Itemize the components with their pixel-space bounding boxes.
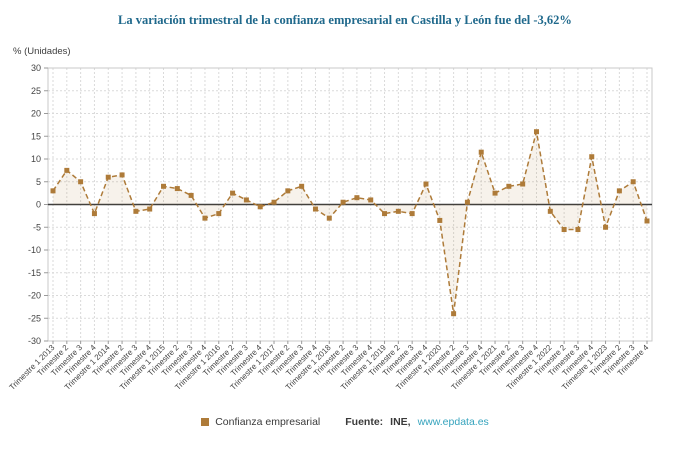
y-axis-labels: -30 -25 -20 -15 -10 -5 0 5 10 15 20 25 30: [28, 63, 48, 346]
source-name: INE,: [390, 416, 411, 428]
svg-text:-5: -5: [33, 222, 41, 232]
svg-text:30: 30: [31, 63, 41, 73]
svg-text:-10: -10: [28, 245, 41, 255]
legend-label: Confianza empresarial: [215, 416, 321, 428]
svg-text:0: 0: [36, 200, 41, 210]
source-prefix: Fuente:: [345, 416, 384, 428]
svg-text:-25: -25: [28, 313, 41, 323]
svg-text:-30: -30: [28, 336, 41, 346]
svg-text:-20: -20: [28, 291, 41, 301]
series-line: [52, 131, 648, 314]
legend-item-confianza[interactable]: Confianza empresarial: [201, 416, 320, 428]
epdata-link[interactable]: www.epdata.es: [417, 416, 489, 428]
svg-text:10: 10: [31, 154, 41, 164]
svg-text:15: 15: [31, 131, 41, 141]
svg-text:5: 5: [36, 177, 41, 187]
svg-text:25: 25: [31, 86, 41, 96]
svg-text:20: 20: [31, 109, 41, 119]
confidence-line-chart[interactable]: -30 -25 -20 -15 -10 -5 0 5 10 15 20 25 30 Trimestre 1…: [0, 60, 690, 412]
svg-text:-15: -15: [28, 268, 41, 278]
chart-footer: Confianza empresarial Fuente: INE, www.e…: [0, 416, 690, 428]
series-markers[interactable]: [50, 129, 650, 317]
chart-title: La variación trimestral de la confianza …: [118, 13, 572, 27]
legend-swatch-icon: [201, 418, 210, 426]
y-axis-unit-label: % (Unidades): [13, 46, 71, 57]
